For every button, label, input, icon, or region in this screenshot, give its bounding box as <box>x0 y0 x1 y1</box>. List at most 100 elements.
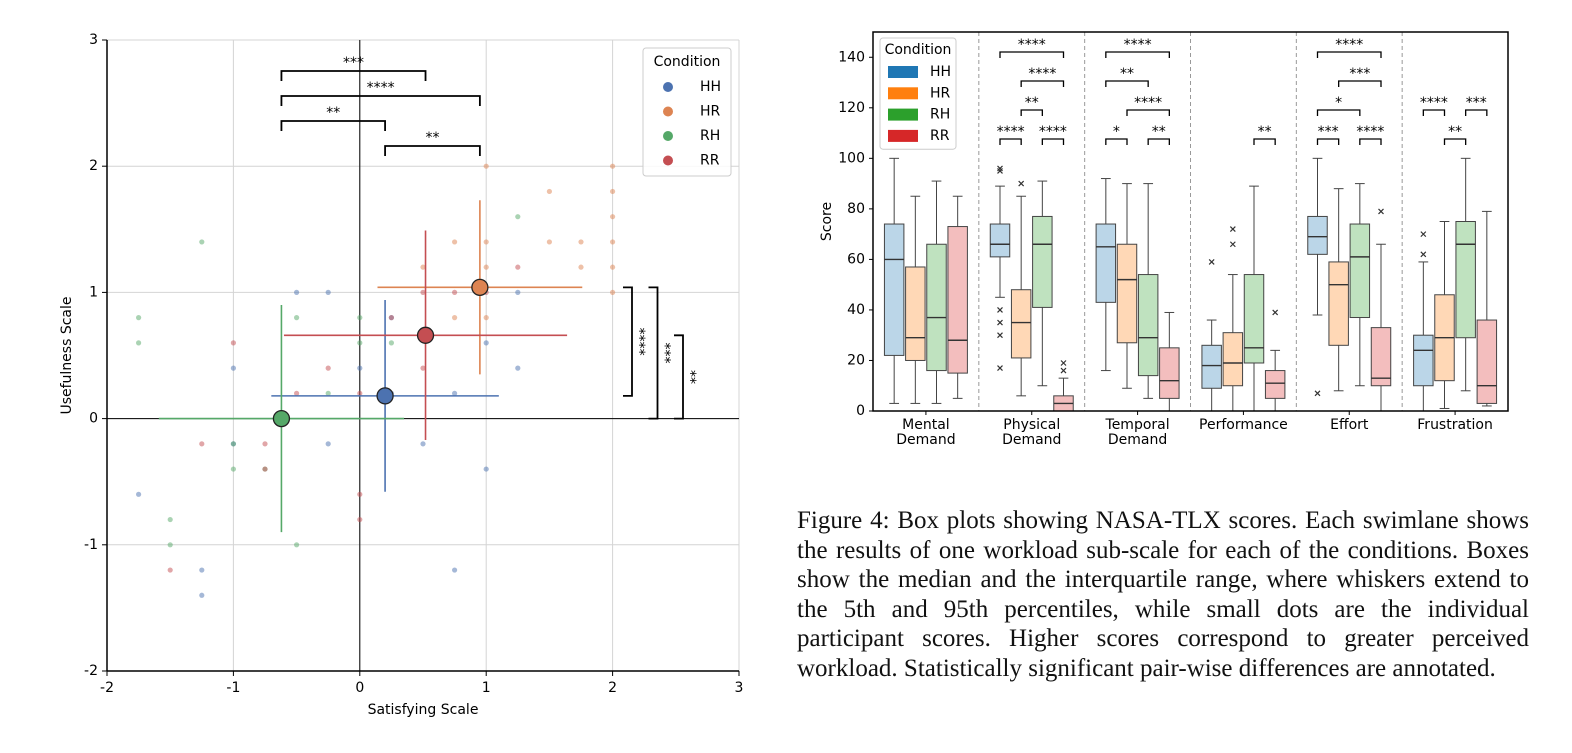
legend-label: RR <box>930 128 950 144</box>
legend-label: HH <box>930 64 951 80</box>
outlier <box>997 165 1003 172</box>
significance-bracket <box>384 145 481 156</box>
significance-label: **** <box>1124 37 1152 53</box>
significance-bracket <box>1422 109 1446 116</box>
box <box>1010 289 1032 359</box>
x-tick-label: 1 <box>482 680 491 696</box>
point <box>483 466 489 472</box>
point <box>167 516 173 523</box>
box <box>1032 215 1053 308</box>
point <box>515 365 521 371</box>
point <box>262 466 268 472</box>
point <box>325 365 331 371</box>
box <box>1095 223 1117 303</box>
outlier <box>1314 390 1321 397</box>
point <box>610 188 616 195</box>
significance-bracket <box>1316 109 1361 116</box>
significance-label: ** <box>1152 124 1166 140</box>
outlier <box>1272 309 1279 316</box>
y-tick-label: 20 <box>847 352 865 368</box>
box <box>947 226 968 374</box>
legend-marker <box>663 131 673 141</box>
significance-bracket <box>280 95 481 106</box>
significance-label: ** <box>682 370 698 384</box>
significance-label: ** <box>425 130 439 146</box>
significance-label: *** <box>1466 95 1487 111</box>
x-axis-label: Satisfying Scale <box>368 702 479 718</box>
significance-label: **** <box>1335 37 1363 53</box>
mean-marker <box>272 409 291 428</box>
significance-bracket <box>648 286 659 420</box>
significance-label: * <box>1113 124 1120 140</box>
legend-swatch <box>888 87 918 100</box>
point <box>230 441 236 447</box>
box <box>1264 370 1286 399</box>
y-tick-label: 140 <box>838 49 865 65</box>
outlier <box>1060 367 1067 374</box>
y-tick-label: 120 <box>838 100 865 116</box>
significance-label: **** <box>1028 66 1056 82</box>
significance-bracket <box>1105 51 1170 58</box>
significance-bracket <box>1020 109 1043 116</box>
y-tick-label: 0 <box>856 403 865 419</box>
x-tick-label: -1 <box>226 680 240 696</box>
point <box>199 567 205 573</box>
point <box>294 315 300 321</box>
outlier <box>1420 251 1427 258</box>
point <box>483 340 489 346</box>
point <box>610 289 616 295</box>
point <box>420 264 426 270</box>
point <box>515 289 521 295</box>
legend-marker <box>663 82 673 92</box>
caption: Figure 4: Box plots showing NASA-TLX sco… <box>797 507 1529 682</box>
y-tick-label: -1 <box>84 537 98 553</box>
significance-bracket <box>1020 80 1065 87</box>
significance-label: ** <box>326 105 340 121</box>
point <box>483 264 489 270</box>
legend-box <box>642 47 732 177</box>
point <box>294 542 300 548</box>
legend-label: HR <box>930 85 951 101</box>
significance-bracket <box>1253 138 1276 145</box>
point <box>388 315 394 321</box>
significance-bracket <box>1041 138 1065 145</box>
significance-label: **** <box>1356 124 1384 140</box>
point <box>167 567 173 573</box>
x-tick-label: Effort <box>1330 417 1369 433</box>
outlier <box>997 332 1003 339</box>
significance-bracket <box>1316 51 1382 58</box>
point <box>325 441 331 447</box>
point <box>357 365 363 371</box>
legend-label: HR <box>700 104 721 120</box>
point <box>483 315 489 321</box>
point <box>325 289 331 295</box>
outlier <box>997 365 1003 371</box>
point <box>357 516 363 523</box>
box <box>1476 319 1498 404</box>
outlier <box>1420 231 1427 238</box>
box <box>1116 243 1138 344</box>
box <box>1307 215 1328 255</box>
significance-bracket <box>999 51 1065 58</box>
y-tick-label: 2 <box>89 158 98 174</box>
y-tick-label: 60 <box>847 251 865 267</box>
point <box>357 491 363 497</box>
point <box>610 163 616 169</box>
x-tick-label: 3 <box>735 680 744 696</box>
x-tick-label: Temporal Demand <box>1105 417 1170 448</box>
significance-label: **** <box>367 80 395 96</box>
x-tick-label: 0 <box>355 680 364 696</box>
significance-label: **** <box>1134 95 1162 111</box>
x-tick-label: Frustration <box>1417 417 1493 433</box>
significance-label: *** <box>657 342 673 363</box>
significance-bracket <box>1126 109 1170 116</box>
significance-label: *** <box>1318 124 1339 140</box>
significance-label: **** <box>1039 124 1067 140</box>
significance-bracket <box>1105 80 1149 87</box>
point <box>578 239 584 245</box>
point <box>199 239 205 245</box>
significance-bracket <box>1443 138 1467 145</box>
legend-swatch <box>888 66 918 78</box>
point <box>452 567 458 573</box>
y-tick-label: 100 <box>838 150 865 166</box>
